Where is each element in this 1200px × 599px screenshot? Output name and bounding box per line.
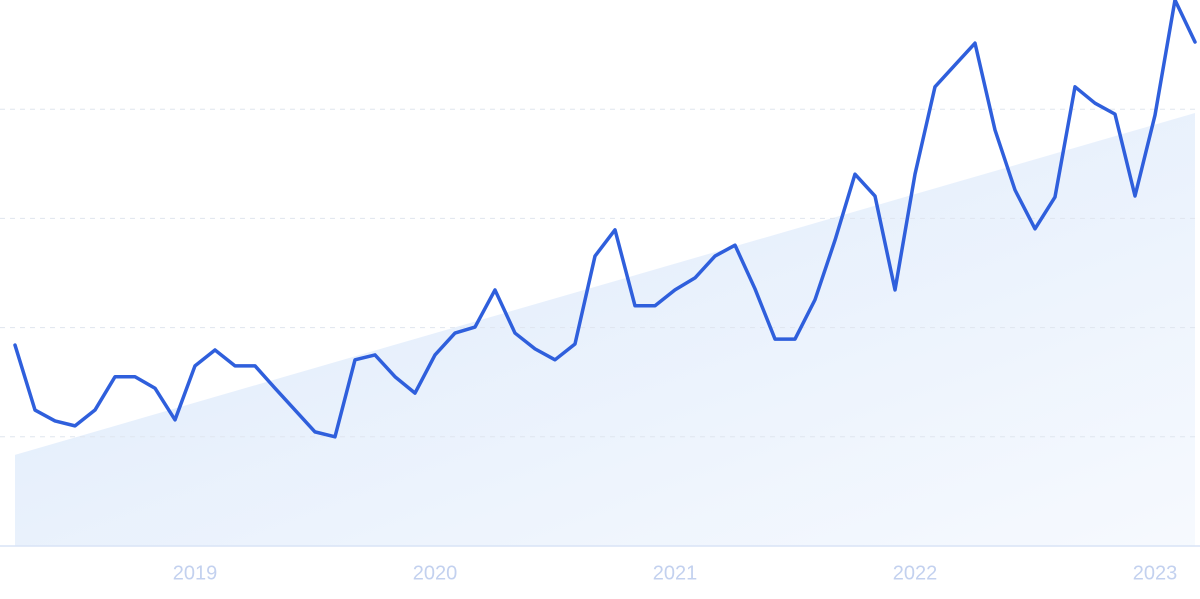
x-tick-label: 2022 [893, 562, 938, 584]
x-tick-label: 2019 [173, 562, 218, 584]
x-tick-label: 2020 [413, 562, 458, 584]
trend-area [15, 113, 1196, 546]
x-tick-label: 2021 [653, 562, 698, 584]
line [13, 0, 1197, 439]
x-tick-label: 2023 [1133, 562, 1178, 584]
